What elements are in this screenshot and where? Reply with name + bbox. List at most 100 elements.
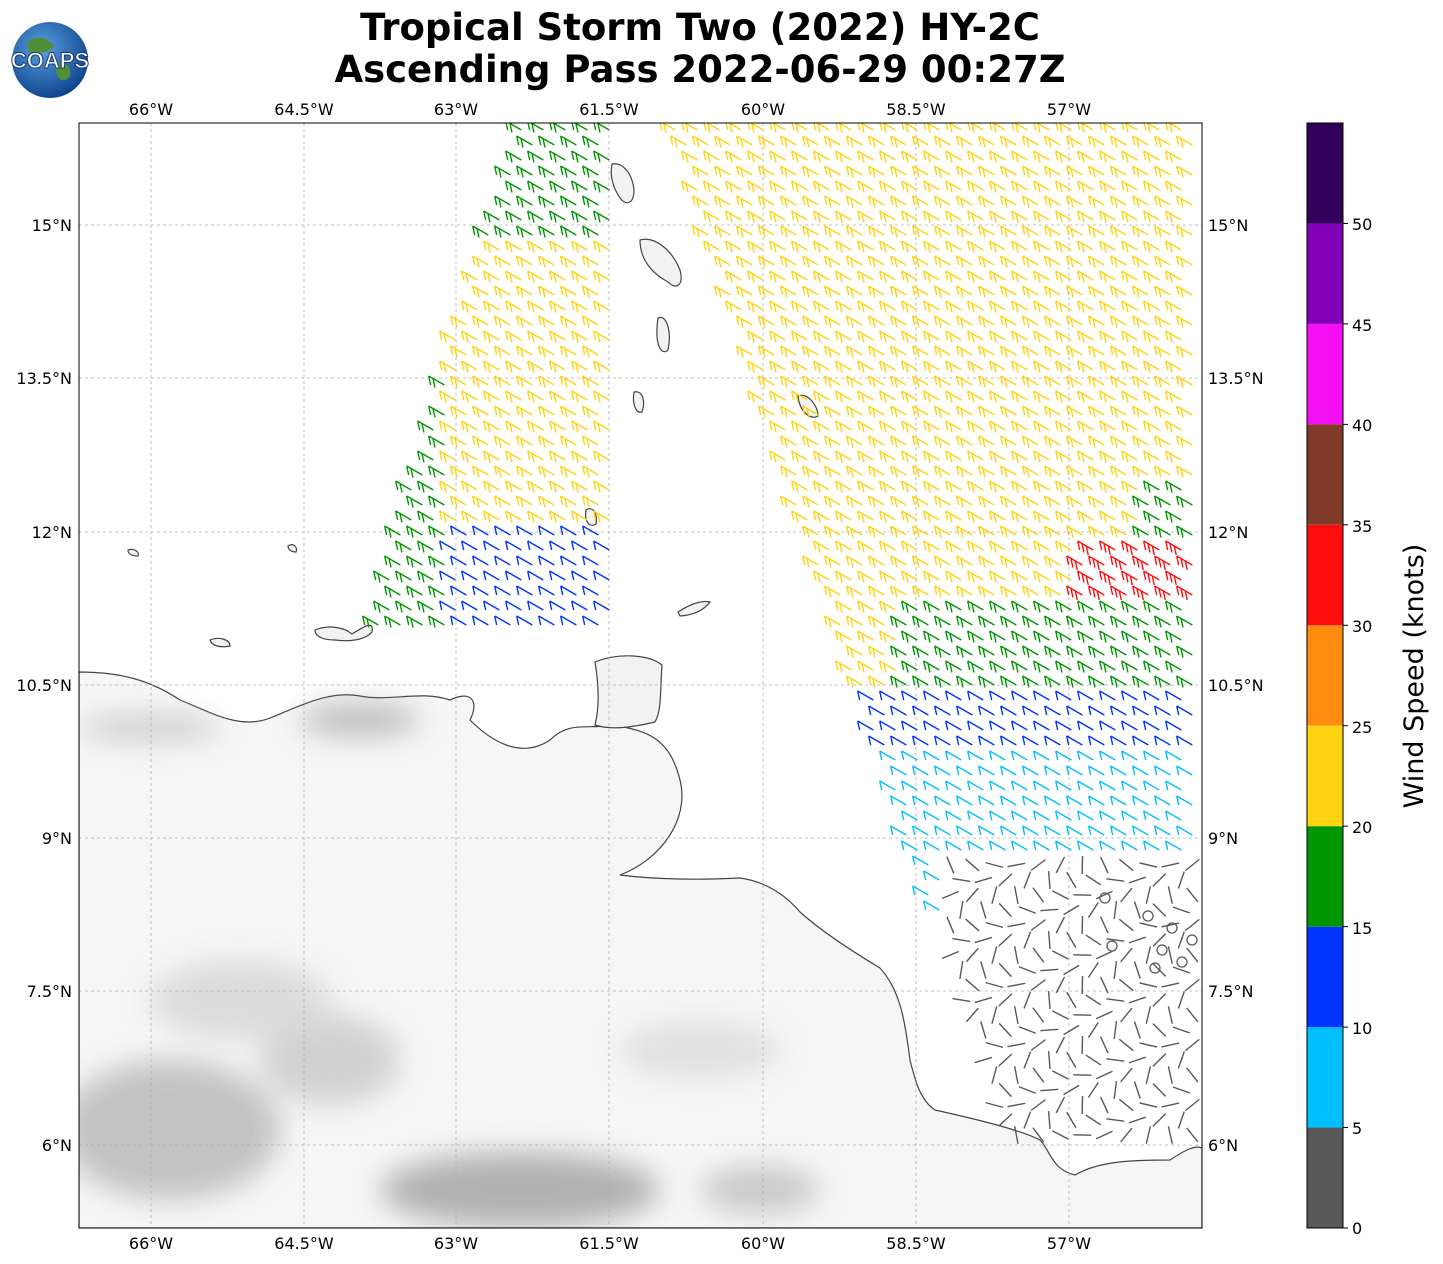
- wind-barb: [878, 360, 896, 373]
- wind-barb: [922, 750, 940, 761]
- wind-barb: [999, 285, 1017, 298]
- wind-barb: [933, 195, 951, 208]
- wind-barb: [1164, 720, 1182, 731]
- wind-barb: [834, 630, 852, 643]
- wind-barb: [790, 390, 808, 403]
- wind-barb: [757, 345, 775, 358]
- wind-barb: [1040, 1088, 1059, 1092]
- wind-barb: [1164, 660, 1182, 673]
- wind-barb: [1052, 1070, 1069, 1080]
- wind-barb: [1095, 950, 1113, 960]
- wind-barb: [504, 330, 522, 343]
- wind-barb: [878, 420, 896, 433]
- wind-barb: [1175, 555, 1193, 571]
- wind-barb: [1055, 1096, 1066, 1114]
- wind-barb: [691, 225, 709, 238]
- wind-barb: [1120, 1067, 1133, 1083]
- wind-barb: [867, 315, 885, 328]
- wind-barb: [1087, 525, 1105, 538]
- wind-barb: [768, 300, 786, 313]
- wind-barb: [998, 1022, 1012, 1038]
- wind-barb: [372, 600, 390, 613]
- wind-barb: [559, 585, 577, 596]
- wind-barb: [801, 315, 819, 328]
- wind-barb: [493, 615, 511, 626]
- wind-barb: [878, 270, 896, 283]
- wind-barb: [945, 123, 962, 133]
- wind-barb: [1055, 123, 1072, 133]
- wind-barb: [889, 735, 907, 746]
- wind-barb: [559, 465, 577, 478]
- wind-barb: [974, 936, 993, 944]
- wind-barb: [790, 240, 808, 253]
- wind-barb: [933, 585, 951, 598]
- wind-barb: [1142, 270, 1160, 283]
- wind-barb: [812, 330, 830, 343]
- wind-barb: [471, 315, 489, 328]
- wind-barb: [1010, 150, 1028, 163]
- wind-barb: [812, 450, 830, 463]
- wind-barb: [1018, 1026, 1036, 1034]
- wind-barb: [548, 180, 566, 193]
- wind-barb: [911, 825, 929, 836]
- wind-barb: [933, 135, 951, 148]
- wind-barb: [933, 345, 951, 358]
- wind-barb: [1076, 570, 1094, 586]
- wind-barb: [1043, 225, 1061, 238]
- wind-barb: [812, 420, 830, 433]
- wind-barb: [1032, 360, 1050, 373]
- wind-barb: [889, 645, 907, 658]
- wind-barb: [1153, 525, 1171, 538]
- wind-barb: [988, 180, 1006, 193]
- wind-barb: [526, 360, 544, 373]
- wind-barb: [482, 570, 500, 581]
- wind-barb: [933, 405, 951, 418]
- wind-barb: [449, 435, 467, 448]
- calm-wind-circle: [1142, 910, 1154, 922]
- wind-barb: [1175, 315, 1193, 328]
- wind-barb: [998, 1113, 1013, 1127]
- wind-barb: [768, 390, 786, 403]
- wind-barb: [1120, 180, 1138, 193]
- wind-barb: [966, 450, 984, 463]
- wind-barb: [922, 390, 940, 403]
- colorbar-ticks: 0 5 10 15 20 25 30 35 40 45 50: [1352, 215, 1372, 1238]
- lat-tick-left-0: 15°N: [32, 216, 72, 235]
- wind-barb: [1065, 315, 1083, 328]
- wind-barb: [999, 225, 1017, 238]
- wind-barb: [394, 510, 412, 523]
- land-terrain: [79, 163, 1202, 1228]
- wind-barb: [515, 165, 533, 178]
- wind-barb: [1076, 360, 1094, 373]
- wind-barb: [1032, 210, 1050, 223]
- wind-barb: [1109, 285, 1127, 298]
- wind-barb: [515, 555, 533, 566]
- wind-barb: [878, 690, 896, 701]
- wind-barb: [1065, 615, 1083, 628]
- calm-wind-circle: [1106, 940, 1118, 952]
- wind-barb: [1030, 979, 1046, 991]
- wind-barb: [922, 180, 940, 193]
- wind-barb: [823, 435, 841, 448]
- wind-barb: [944, 570, 962, 583]
- wind-barb: [735, 315, 753, 328]
- wind-barb: [713, 195, 731, 208]
- wind-barb: [559, 495, 577, 508]
- wind-barb: [1030, 919, 1046, 931]
- wind-barb: [1177, 1111, 1185, 1129]
- wind-barb: [1032, 510, 1050, 523]
- wind-barb: [713, 225, 731, 238]
- wind-barb: [735, 195, 753, 208]
- wind-barb: [779, 135, 797, 148]
- wind-barb: [1109, 465, 1127, 478]
- wind-barb: [746, 270, 764, 283]
- wind-barb: [966, 630, 984, 643]
- wind-barb: [790, 210, 808, 223]
- wind-barb: [1139, 862, 1158, 868]
- lon-tick-bottom-3: 61.5°W: [579, 1234, 639, 1253]
- wind-barb: [1142, 690, 1160, 701]
- wind-barb: [1054, 750, 1072, 761]
- wind-barb: [1065, 555, 1083, 571]
- wind-barb: [977, 345, 995, 358]
- wind-barb: [999, 495, 1017, 508]
